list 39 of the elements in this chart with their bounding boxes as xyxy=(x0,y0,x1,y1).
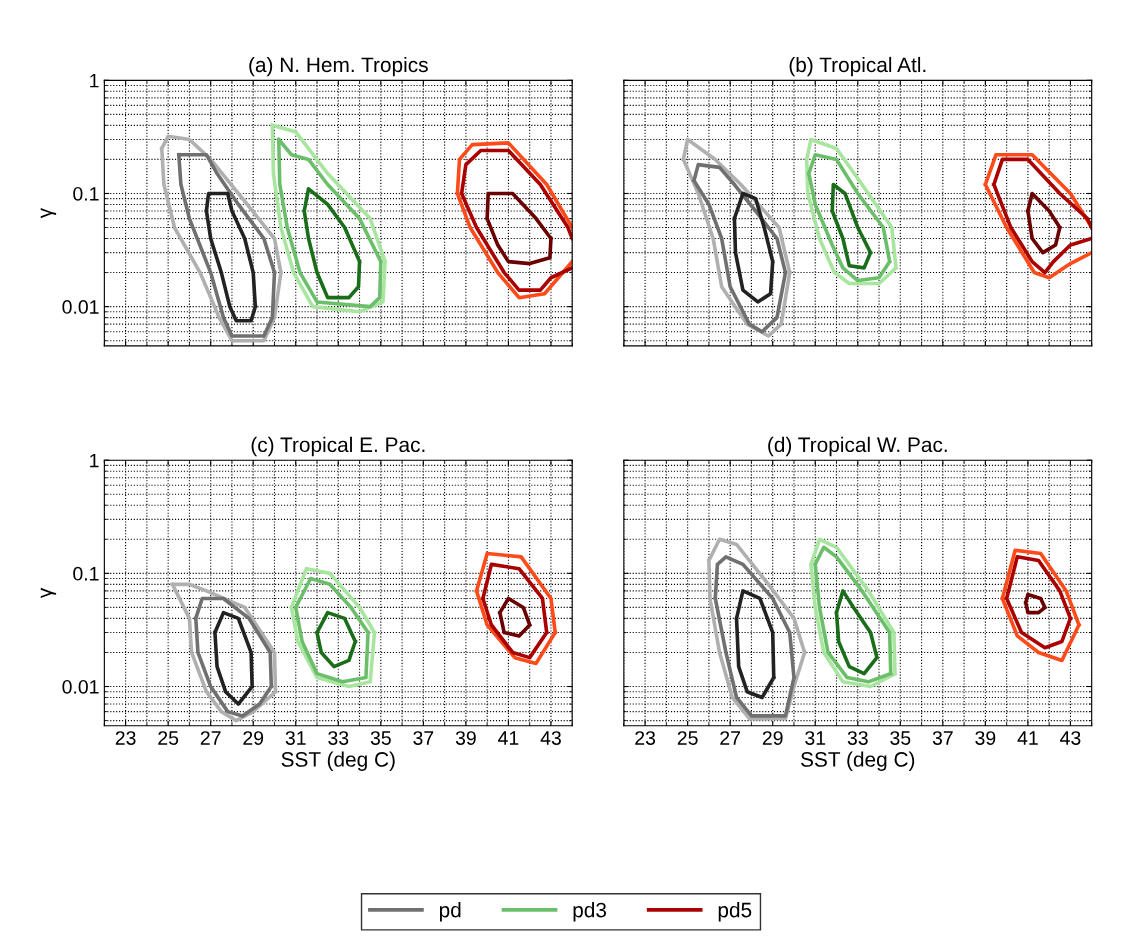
x-tick-label: 25 xyxy=(677,731,698,745)
x-axis-title: SST (deg C) xyxy=(801,751,915,771)
x-tick-label: 39 xyxy=(975,731,996,745)
x-tick-label: 25 xyxy=(158,731,179,745)
x-tick-label: 31 xyxy=(805,731,826,745)
x-tick-label: 41 xyxy=(498,731,519,745)
y-tick-label: 1 xyxy=(90,73,99,88)
x-tick-label: 27 xyxy=(200,731,221,745)
x-tick-label: 39 xyxy=(455,731,476,745)
x-tick-label: 33 xyxy=(847,731,868,745)
chart-title: (c) Tropical E. Pac. xyxy=(251,436,425,457)
x-tick-label: 37 xyxy=(413,731,434,745)
x-tick-label: 35 xyxy=(890,731,911,745)
legend-label: pd3 xyxy=(573,902,607,922)
y-tick-label: 0.1 xyxy=(73,566,99,581)
x-tick-label: 43 xyxy=(1060,731,1081,745)
chart-title: (d) Tropical W. Pac. xyxy=(768,436,947,457)
legend-label: pd xyxy=(439,902,461,922)
y-tick-label: 0.01 xyxy=(62,300,99,314)
x-tick-label: 29 xyxy=(762,731,783,745)
x-tick-label: 41 xyxy=(1017,731,1038,745)
y-axis-title: γ xyxy=(40,587,57,599)
chart-title: (a) N. Hem. Tropics xyxy=(249,56,428,77)
y-tick-label: 0.1 xyxy=(73,186,99,201)
x-tick-label: 23 xyxy=(635,731,656,745)
x-tick-label: 35 xyxy=(370,731,391,745)
x-tick-label: 23 xyxy=(115,731,136,745)
legend-label: pd5 xyxy=(718,902,752,922)
y-tick-label: 1 xyxy=(90,453,99,468)
y-tick-label: 0.01 xyxy=(62,679,99,694)
y-axis-title: γ xyxy=(40,207,57,219)
x-tick-label: 33 xyxy=(328,731,349,745)
x-tick-label: 37 xyxy=(932,731,953,745)
x-axis-title: SST (deg C) xyxy=(281,751,395,771)
x-tick-label: 43 xyxy=(540,731,561,745)
x-tick-label: 29 xyxy=(243,731,264,745)
chart-title: (b) Tropical Atl. xyxy=(789,56,926,77)
x-tick-label: 27 xyxy=(720,731,741,745)
x-tick-label: 31 xyxy=(285,731,306,745)
